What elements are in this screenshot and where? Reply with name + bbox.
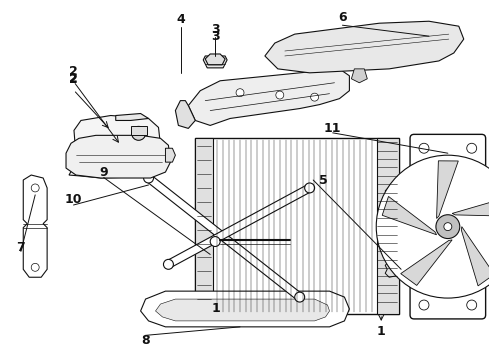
Polygon shape — [166, 148, 175, 162]
Polygon shape — [167, 184, 312, 268]
Circle shape — [419, 300, 429, 310]
Circle shape — [294, 292, 305, 302]
FancyBboxPatch shape — [410, 134, 486, 319]
Polygon shape — [452, 197, 490, 216]
Circle shape — [31, 264, 39, 271]
Circle shape — [467, 300, 477, 310]
Circle shape — [276, 91, 284, 99]
Polygon shape — [265, 21, 464, 73]
Text: 1: 1 — [211, 302, 220, 315]
Circle shape — [210, 237, 220, 247]
Text: 1: 1 — [377, 325, 386, 338]
Text: 8: 8 — [141, 334, 149, 347]
Circle shape — [376, 155, 490, 298]
Text: 7: 7 — [17, 241, 25, 255]
Polygon shape — [116, 113, 148, 121]
Circle shape — [467, 143, 477, 153]
Polygon shape — [23, 175, 47, 277]
Circle shape — [436, 215, 460, 239]
Polygon shape — [205, 54, 225, 65]
Polygon shape — [382, 197, 437, 235]
Polygon shape — [175, 100, 196, 129]
Polygon shape — [188, 69, 349, 125]
Circle shape — [132, 126, 146, 140]
Text: 9: 9 — [99, 166, 108, 179]
Circle shape — [31, 184, 39, 192]
Text: 11: 11 — [324, 122, 342, 135]
Text: 2: 2 — [69, 73, 78, 86]
Text: 2: 2 — [69, 72, 78, 85]
Polygon shape — [141, 291, 349, 327]
Text: 5: 5 — [318, 174, 327, 186]
Circle shape — [419, 143, 429, 153]
Polygon shape — [146, 175, 302, 300]
Polygon shape — [155, 299, 329, 321]
Polygon shape — [461, 227, 490, 286]
Text: 3: 3 — [211, 23, 220, 36]
Circle shape — [164, 260, 173, 269]
Circle shape — [311, 93, 319, 101]
Circle shape — [236, 89, 244, 96]
Text: 4: 4 — [176, 13, 185, 26]
Circle shape — [444, 223, 452, 231]
Text: 10: 10 — [65, 193, 82, 206]
Circle shape — [144, 173, 153, 183]
Polygon shape — [385, 187, 403, 203]
Polygon shape — [385, 261, 403, 277]
Text: 2: 2 — [69, 65, 78, 78]
Polygon shape — [203, 56, 227, 68]
Polygon shape — [69, 116, 161, 178]
Polygon shape — [351, 69, 368, 83]
Text: 6: 6 — [338, 11, 347, 24]
Polygon shape — [66, 135, 171, 178]
Polygon shape — [437, 161, 458, 219]
Bar — [377, 138, 399, 314]
Circle shape — [305, 183, 315, 193]
Bar — [196, 138, 399, 314]
Text: 3: 3 — [211, 30, 220, 42]
Polygon shape — [401, 240, 452, 285]
Bar — [131, 126, 147, 135]
Bar — [196, 138, 213, 314]
